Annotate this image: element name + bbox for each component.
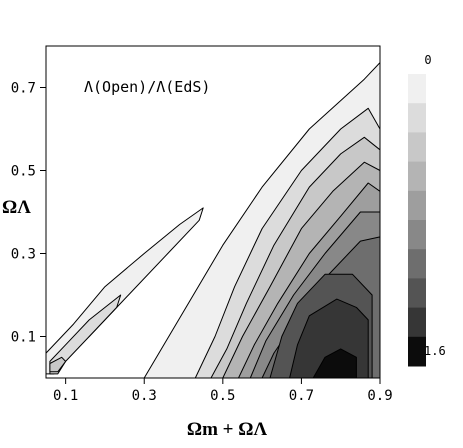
contour-regions <box>45 62 381 379</box>
contour-region-12 <box>49 294 122 375</box>
x-tick-label-4: 0.7 <box>289 388 314 404</box>
colorbar-swatch-7 <box>408 249 426 279</box>
colorbar-swatch-2 <box>408 103 426 133</box>
plot-frame <box>45 45 381 379</box>
y-tick-label-2: 0.3 <box>11 247 36 263</box>
y-axis-label: ΩΛ <box>2 197 31 218</box>
colorbar-swatch-4 <box>408 161 426 192</box>
colorbar <box>408 74 426 367</box>
y-tick-label-3: 0.5 <box>11 164 36 180</box>
x-tick-label-2: 0.3 <box>132 388 157 404</box>
colorbar-swatch-6 <box>408 220 426 250</box>
colorbar-swatch-9 <box>408 307 426 338</box>
colorbar-swatch-10 <box>408 336 426 367</box>
contour-region-13 <box>49 356 67 373</box>
colorbar-swatch-3 <box>408 132 426 163</box>
y-tick-label-1: 0.1 <box>11 330 36 346</box>
colorbar-min-label: 0 <box>424 53 431 67</box>
y-tick-label-4: 0.7 <box>11 81 36 97</box>
x-tick-label-1: 0.1 <box>53 388 78 404</box>
x-tick-label-3: 0.5 <box>210 388 235 404</box>
y-axis: 0.1 0.3 0.5 0.7 <box>11 81 46 346</box>
x-axis-label: Ωm + ΩΛ <box>187 419 268 440</box>
colorbar-swatch-5 <box>408 190 426 221</box>
x-tick-label-5: 0.9 <box>367 388 392 404</box>
plot-annotation: Λ(Open)/Λ(EdS) <box>84 78 210 96</box>
colorbar-max-label: 1.6 <box>424 344 446 358</box>
x-axis: 0.1 0.3 0.5 0.7 0.9 <box>53 378 393 404</box>
colorbar-swatch-1 <box>408 74 426 104</box>
colorbar-swatch-8 <box>408 278 426 309</box>
